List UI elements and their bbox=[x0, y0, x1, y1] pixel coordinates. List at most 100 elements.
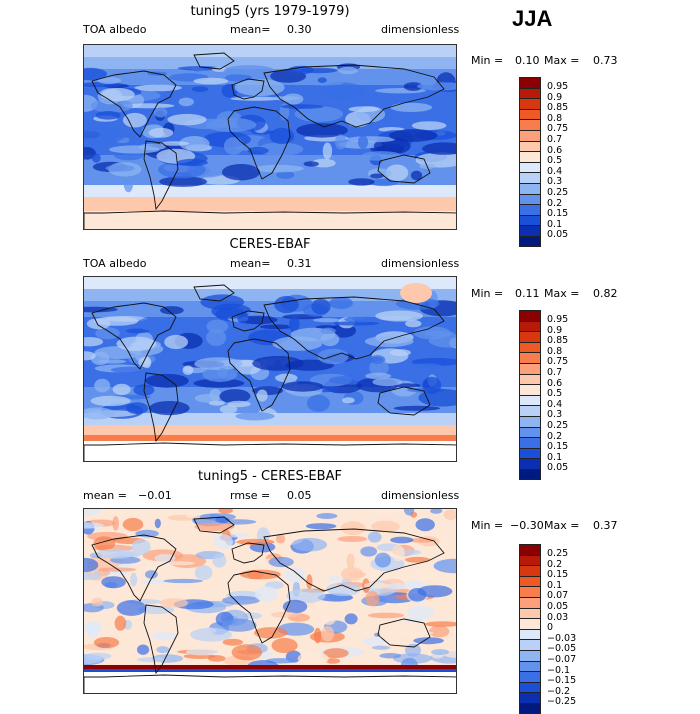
panel1-colorbar bbox=[519, 77, 541, 247]
colorbar-swatch bbox=[519, 331, 541, 342]
colorbar-tick-label: 0.7 bbox=[547, 366, 563, 378]
colorbar-tick-label: 0.2 bbox=[547, 197, 563, 209]
panel1-map bbox=[83, 44, 457, 230]
panel3-min-value: −0.30 bbox=[510, 519, 544, 532]
colorbar-tick-label: 0.6 bbox=[547, 377, 563, 389]
colorbar-tick-label: −0.25 bbox=[547, 696, 577, 708]
panel1-mean-value: 0.30 bbox=[287, 23, 312, 36]
panel3-rmse-label: rmse = bbox=[230, 489, 271, 502]
colorbar-tick-label: 0.1 bbox=[547, 218, 563, 230]
colorbar-swatch bbox=[519, 214, 541, 226]
colorbar-tick-label: 0.1 bbox=[547, 451, 563, 463]
colorbar-tick-label: 0.3 bbox=[547, 176, 563, 188]
colorbar-swatch bbox=[519, 310, 541, 321]
colorbar-swatch bbox=[519, 161, 541, 173]
colorbar-swatch bbox=[519, 639, 541, 650]
panel3-rmse-value: 0.05 bbox=[287, 489, 312, 502]
panel2-mean-label: mean= bbox=[230, 257, 271, 270]
colorbar-swatch bbox=[519, 702, 541, 714]
colorbar-swatch bbox=[519, 575, 541, 587]
panel3-colorbar-labels: 0.25 0.2 0.15 0.1 0.07 0.05 0.03 0 −0.03 −0.05 −0.… bbox=[547, 548, 577, 708]
colorbar-tick-label: 0.15 bbox=[547, 208, 569, 220]
colorbar-swatch bbox=[519, 544, 541, 555]
panel2-min-label: Min = bbox=[471, 287, 504, 300]
colorbar-swatch bbox=[519, 352, 541, 363]
panel1-variable-label: TOA albedo bbox=[83, 23, 147, 36]
colorbar-swatch bbox=[519, 235, 541, 247]
colorbar-tick-label: 0.25 bbox=[547, 419, 569, 431]
colorbar-swatch bbox=[519, 320, 541, 332]
panel2-map bbox=[83, 276, 457, 462]
colorbar-swatch bbox=[519, 108, 541, 120]
colorbar-swatch bbox=[519, 447, 541, 459]
colorbar-tick-label: 0.03 bbox=[547, 611, 569, 623]
panel2-max-value: 0.82 bbox=[593, 287, 618, 300]
colorbar-tick-label: 0.6 bbox=[547, 144, 563, 156]
colorbar-tick-label: 0.15 bbox=[547, 441, 569, 453]
colorbar-tick-label: −0.2 bbox=[547, 685, 571, 697]
colorbar-tick-label: 0.4 bbox=[547, 165, 563, 177]
colorbar-tick-label: −0.07 bbox=[547, 653, 577, 665]
colorbar-swatch bbox=[519, 671, 541, 682]
panel3-map bbox=[83, 508, 457, 694]
colorbar-swatch bbox=[519, 172, 541, 183]
panel1-units: dimensionless bbox=[381, 23, 460, 36]
colorbar-swatch bbox=[519, 341, 541, 353]
colorbar-tick-label: −0.03 bbox=[547, 632, 577, 644]
colorbar-tick-label: 0.95 bbox=[547, 81, 569, 92]
colorbar-tick-label: 0.85 bbox=[547, 335, 569, 347]
panel3-mean-label: mean = bbox=[83, 489, 127, 502]
colorbar-tick-label: −0.05 bbox=[547, 643, 577, 655]
colorbar-tick-label: 0.75 bbox=[547, 123, 569, 135]
colorbar-tick-label: 0.05 bbox=[547, 229, 569, 241]
panel2-units: dimensionless bbox=[381, 257, 460, 270]
colorbar-swatch bbox=[519, 87, 541, 99]
colorbar-swatch bbox=[519, 458, 541, 469]
colorbar-swatch bbox=[519, 426, 541, 438]
colorbar-swatch bbox=[519, 182, 541, 194]
colorbar-swatch bbox=[519, 405, 541, 416]
colorbar-swatch bbox=[519, 119, 541, 130]
panel2-max-label: Max = bbox=[544, 287, 580, 300]
colorbar-tick-label: 0.05 bbox=[547, 462, 569, 474]
colorbar-tick-label: 0.9 bbox=[547, 324, 563, 336]
colorbar-swatch bbox=[519, 384, 541, 395]
colorbar-tick-label: 0.05 bbox=[547, 600, 569, 612]
panel1-min-value: 0.10 bbox=[515, 54, 540, 67]
colorbar-swatch bbox=[519, 554, 541, 566]
colorbar-swatch bbox=[519, 140, 541, 152]
panel2-min-value: 0.11 bbox=[515, 287, 540, 300]
colorbar-swatch bbox=[519, 628, 541, 640]
colorbar-swatch bbox=[519, 618, 541, 629]
colorbar-tick-label: 0 bbox=[547, 622, 554, 634]
colorbar-tick-label: 0.7 bbox=[547, 133, 563, 145]
panel1-mean-label: mean= bbox=[230, 23, 271, 36]
panel1-colorbar-labels: 0.95 0.9 0.85 0.8 0.75 0.7 0.6 0.5 0.4 0.3 0.25 0.2… bbox=[547, 81, 569, 241]
panel2-mean-value: 0.31 bbox=[287, 257, 312, 270]
panel1-max-value: 0.73 bbox=[593, 54, 618, 67]
colorbar-tick-label: 0.75 bbox=[547, 356, 569, 368]
panel2-colorbar-labels: 0.95 0.9 0.85 0.8 0.75 0.7 0.6 0.5 0.4 0.3 0.25 0.2… bbox=[547, 314, 569, 474]
colorbar-tick-label: 0.15 bbox=[547, 569, 569, 581]
colorbar-swatch bbox=[519, 415, 541, 427]
colorbar-tick-label: 0.2 bbox=[547, 558, 563, 570]
colorbar-swatch bbox=[519, 77, 541, 88]
colorbar-tick-label: 0.8 bbox=[547, 112, 563, 124]
colorbar-tick-label: 0.07 bbox=[547, 590, 569, 602]
colorbar-tick-label: −0.1 bbox=[547, 664, 571, 676]
colorbar-swatch bbox=[519, 225, 541, 236]
colorbar-swatch bbox=[519, 204, 541, 215]
colorbar-tick-label: 0.25 bbox=[547, 548, 569, 559]
season-label: JJA bbox=[512, 6, 553, 31]
colorbar-swatch bbox=[519, 649, 541, 661]
colorbar-swatch bbox=[519, 151, 541, 162]
panel3-title: tuning5 - CERES-EBAF bbox=[198, 469, 342, 484]
colorbar-swatch bbox=[519, 98, 541, 109]
colorbar-swatch bbox=[519, 660, 541, 672]
colorbar-swatch bbox=[519, 596, 541, 608]
panel3-units: dimensionless bbox=[381, 489, 460, 502]
colorbar-swatch bbox=[519, 394, 541, 406]
colorbar-swatch bbox=[519, 193, 541, 205]
panel2-variable-label: TOA albedo bbox=[83, 257, 147, 270]
colorbar-tick-label: 0.25 bbox=[547, 186, 569, 198]
